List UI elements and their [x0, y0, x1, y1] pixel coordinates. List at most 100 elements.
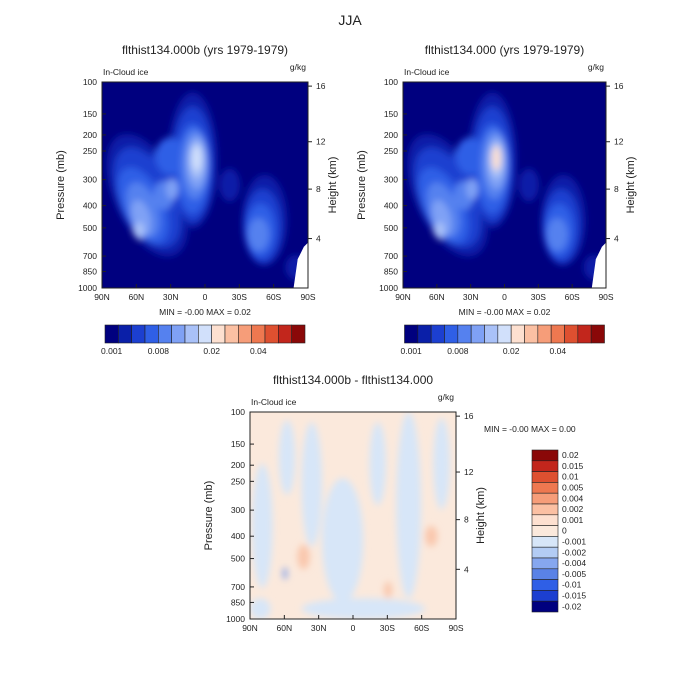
colorbar-swatch — [531, 568, 559, 580]
contour-region — [165, 178, 179, 200]
colorbar-swatch — [238, 324, 252, 344]
colorbar-swatch — [291, 324, 306, 344]
colorbar-label: 0.008 — [148, 346, 170, 356]
colorbar-label: -0.001 — [562, 537, 586, 547]
colorbar: 0.020.0150.010.0050.0040.0020.0010-0.001… — [531, 449, 586, 613]
y-tick-label: 250 — [83, 146, 97, 156]
y-tick-label: 300 — [83, 175, 97, 185]
height-tick-label: 4 — [316, 234, 321, 244]
y-tick-label: 300 — [231, 505, 245, 515]
y-tick-label: 200 — [231, 460, 245, 470]
colorbar-label: 0.001 — [101, 346, 123, 356]
contour-region — [491, 145, 501, 171]
colorbar-swatch — [537, 324, 552, 344]
right-axis-label: Height (km) — [475, 487, 487, 544]
contour-region — [547, 217, 568, 251]
colorbar-label: 0.02 — [562, 450, 579, 460]
heatmap-contours — [407, 92, 604, 280]
y-axis-label: Pressure (mb) — [356, 150, 368, 220]
colorbar-swatch — [198, 324, 212, 344]
x-tick-label: 0 — [351, 623, 356, 633]
colorbar-label: 0.001 — [401, 346, 423, 356]
x-tick-label: 30N — [463, 292, 479, 302]
x-tick-label: 60N — [429, 292, 445, 302]
colorbar-swatch — [531, 546, 559, 559]
colorbar-label: -0.015 — [562, 591, 586, 601]
colorbar-swatch — [171, 324, 186, 344]
colorbar-swatch — [510, 324, 525, 344]
contour-region — [250, 598, 271, 619]
panel-model-b: 0.001 0.008 0.02 0.04 MIN = -0.00 MAX = 0.02… — [55, 43, 339, 356]
y-tick-label: 100 — [83, 77, 97, 87]
colorbar-label: 0.002 — [562, 504, 584, 514]
heatmap-field — [403, 82, 606, 288]
contour-region — [219, 168, 241, 202]
height-tick-label: 12 — [316, 137, 326, 147]
x-tick-label: 60S — [565, 292, 580, 302]
colorbar-swatch — [484, 324, 499, 344]
y-tick-label: 500 — [83, 223, 97, 233]
panel-model: 0.001 0.008 0.02 0.04 MIN = -0.00 MAX = 0.02… — [356, 43, 637, 356]
y-tick-label: 200 — [384, 130, 398, 140]
y-tick-label: 1000 — [379, 283, 398, 293]
colorbar-swatch — [550, 324, 565, 344]
x-tick-label: 30N — [311, 623, 327, 633]
y-tick-label: 100 — [231, 407, 245, 417]
colorbar-swatch — [524, 324, 539, 344]
y-tick-label: 250 — [231, 476, 245, 486]
x-tick-label: 90S — [300, 292, 315, 302]
colorbar-swatch — [430, 324, 445, 344]
colorbar-swatch — [144, 324, 159, 344]
figure-title: JJA — [338, 12, 362, 28]
colorbar-swatch — [224, 324, 239, 344]
height-tick-label: 8 — [316, 184, 321, 194]
colorbar-swatch — [118, 324, 132, 344]
colorbar: 0.001 0.008 0.02 0.04 — [101, 324, 306, 356]
contour-region — [297, 544, 310, 570]
colorbar-swatch — [531, 536, 559, 548]
colorbar-label: 0.005 — [562, 483, 584, 493]
right-axis-label: Height (km) — [625, 157, 637, 214]
contour-region — [434, 222, 445, 239]
y-tick-label: 500 — [231, 554, 245, 564]
heatmap-field — [250, 412, 456, 619]
colorbar-label: -0.02 — [562, 601, 582, 611]
contour-region — [433, 418, 450, 510]
y-tick-label: 850 — [384, 267, 398, 277]
units-label: g/kg — [588, 62, 604, 72]
height-tick-label: 16 — [316, 81, 326, 91]
contour-region — [278, 420, 296, 495]
colorbar-label: 0.02 — [503, 346, 520, 356]
contour-region — [425, 525, 438, 547]
colorbar-swatch — [211, 324, 226, 344]
y-tick-label: 400 — [384, 201, 398, 211]
x-tick-label: 60N — [277, 623, 293, 633]
colorbar-label: 0.015 — [562, 461, 584, 471]
colorbar-label: 0.04 — [250, 346, 267, 356]
y-tick-label: 150 — [384, 109, 398, 119]
colorbar-swatch — [531, 590, 559, 602]
height-tick-label: 12 — [464, 467, 474, 477]
y-axis-label: Pressure (mb) — [55, 150, 67, 220]
x-tick-label: 60N — [129, 292, 145, 302]
heatmap-field — [102, 82, 308, 288]
y-tick-label: 850 — [83, 267, 97, 277]
colorbar-label: -0.002 — [562, 547, 586, 557]
variable-label: In-Cloud ice — [103, 67, 149, 77]
contour-region — [518, 168, 540, 202]
height-tick-label: 12 — [614, 137, 624, 147]
x-tick-label: 90N — [395, 292, 411, 302]
contour-region — [248, 217, 269, 251]
y-tick-label: 250 — [384, 146, 398, 156]
contour-region — [301, 598, 426, 619]
panel-title: flthist134.000 (yrs 1979-1979) — [425, 43, 584, 57]
colorbar-swatch — [251, 324, 266, 344]
missing-data-mask — [591, 242, 606, 288]
x-tick-label: 0 — [502, 292, 507, 302]
contour-region — [369, 422, 386, 506]
colorbar-swatch — [531, 492, 559, 505]
colorbar-swatch — [531, 579, 559, 591]
x-tick-label: 90N — [242, 623, 258, 633]
units-label: g/kg — [438, 392, 454, 402]
